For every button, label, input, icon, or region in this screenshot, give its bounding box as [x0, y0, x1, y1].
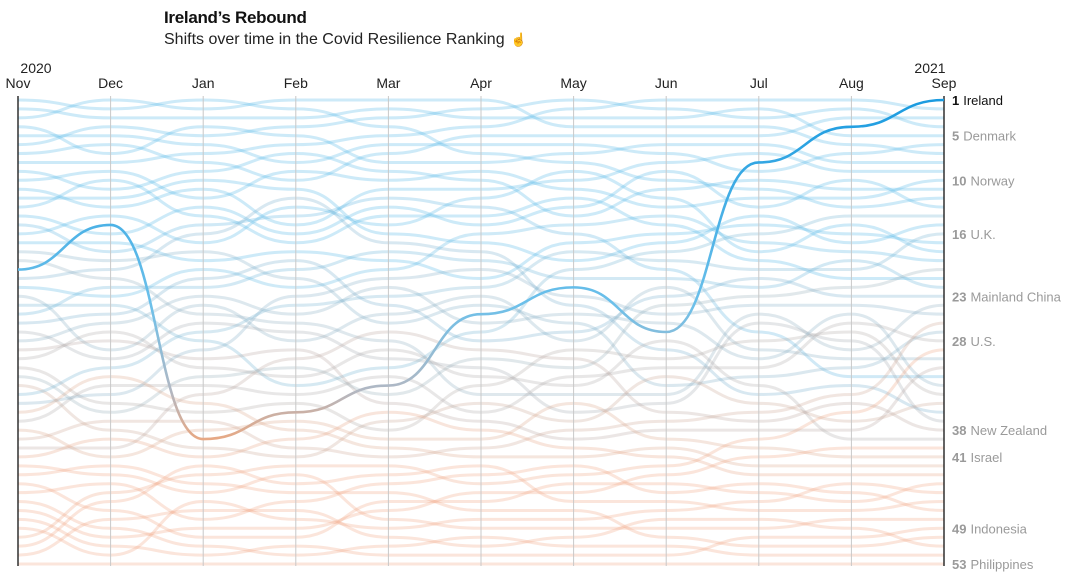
country-name: Philippines — [970, 557, 1033, 572]
month-label-feb: Feb — [284, 75, 308, 91]
subtitle-text: Shifts over time in the Covid Resilience… — [164, 31, 505, 48]
country-line — [17, 482, 945, 557]
rank-number: 41 — [952, 450, 966, 465]
country-line — [17, 259, 944, 343]
month-label-apr: Apr — [470, 75, 492, 91]
rank-number: 49 — [952, 521, 966, 536]
rank-number: 38 — [952, 423, 966, 438]
country-name: Israel — [970, 450, 1002, 465]
month-label-dec: Dec — [98, 75, 123, 91]
country-line — [17, 116, 944, 182]
country-line — [17, 464, 944, 530]
country-line — [17, 196, 944, 379]
country-name: New Zealand — [970, 423, 1047, 438]
rank-number: 28 — [952, 334, 966, 349]
end-label-mainland-china: 23 Mainland China — [952, 289, 1062, 304]
pointer-hand-icon: ☝ — [510, 32, 527, 47]
country-line — [17, 500, 944, 557]
country-line — [17, 321, 945, 423]
country-name: Denmark — [963, 129, 1016, 144]
year-label-end: 2021 — [914, 60, 945, 76]
end-label-indonesia: 49 Indonesia — [952, 521, 1028, 536]
rank-number: 5 — [952, 129, 959, 144]
rank-number: 53 — [952, 557, 966, 572]
month-label-sep: Sep — [932, 75, 957, 91]
country-line — [17, 375, 944, 468]
month-gridlines — [17, 96, 945, 566]
end-label-u-k-: 16 U.K. — [952, 227, 996, 242]
country-name: U.S. — [970, 334, 995, 349]
country-line — [17, 321, 945, 459]
end-label-israel: 41 Israel — [952, 450, 1002, 465]
end-label-new-zealand: 38 New Zealand — [952, 423, 1047, 438]
ireland-line — [17, 98, 945, 441]
rank-number: 10 — [952, 173, 966, 188]
axis-labels: Nov Dec Jan Feb Mar Apr May Jun Jul Aug Sep 2020 202… — [6, 60, 1062, 572]
end-label-denmark: 5 Denmark — [952, 129, 1016, 144]
month-label-jul: Jul — [750, 75, 768, 91]
country-name: Mainland China — [970, 289, 1061, 304]
rank-number: 16 — [952, 227, 966, 242]
month-label-jun: Jun — [655, 75, 678, 91]
rank-number: 1 — [952, 93, 959, 108]
end-label-u-s-: 28 U.S. — [952, 334, 996, 349]
chart-subtitle: Shifts over time in the Covid Resilience… — [164, 31, 527, 49]
month-label-mar: Mar — [376, 75, 400, 91]
country-line — [17, 285, 945, 388]
country-name: Indonesia — [970, 521, 1027, 536]
country-line — [17, 268, 945, 405]
country-name: U.K. — [970, 227, 995, 242]
country-name: Norway — [970, 173, 1015, 188]
end-label-philippines: 53 Philippines — [952, 557, 1034, 572]
rank-number: 23 — [952, 289, 966, 304]
end-label-ireland: 1 Ireland — [952, 93, 1003, 108]
end-label-norway: 10 Norway — [952, 173, 1015, 188]
year-label-start: 2020 — [20, 60, 51, 76]
month-label-may: May — [560, 75, 586, 91]
month-label-nov: Nov — [6, 75, 31, 91]
month-label-aug: Aug — [839, 75, 864, 91]
country-line — [17, 464, 945, 548]
chart-title: Ireland’s Rebound — [164, 8, 307, 27]
ireland-highlight — [17, 98, 945, 441]
country-name: Ireland — [963, 93, 1003, 108]
month-label-jan: Jan — [192, 75, 215, 91]
